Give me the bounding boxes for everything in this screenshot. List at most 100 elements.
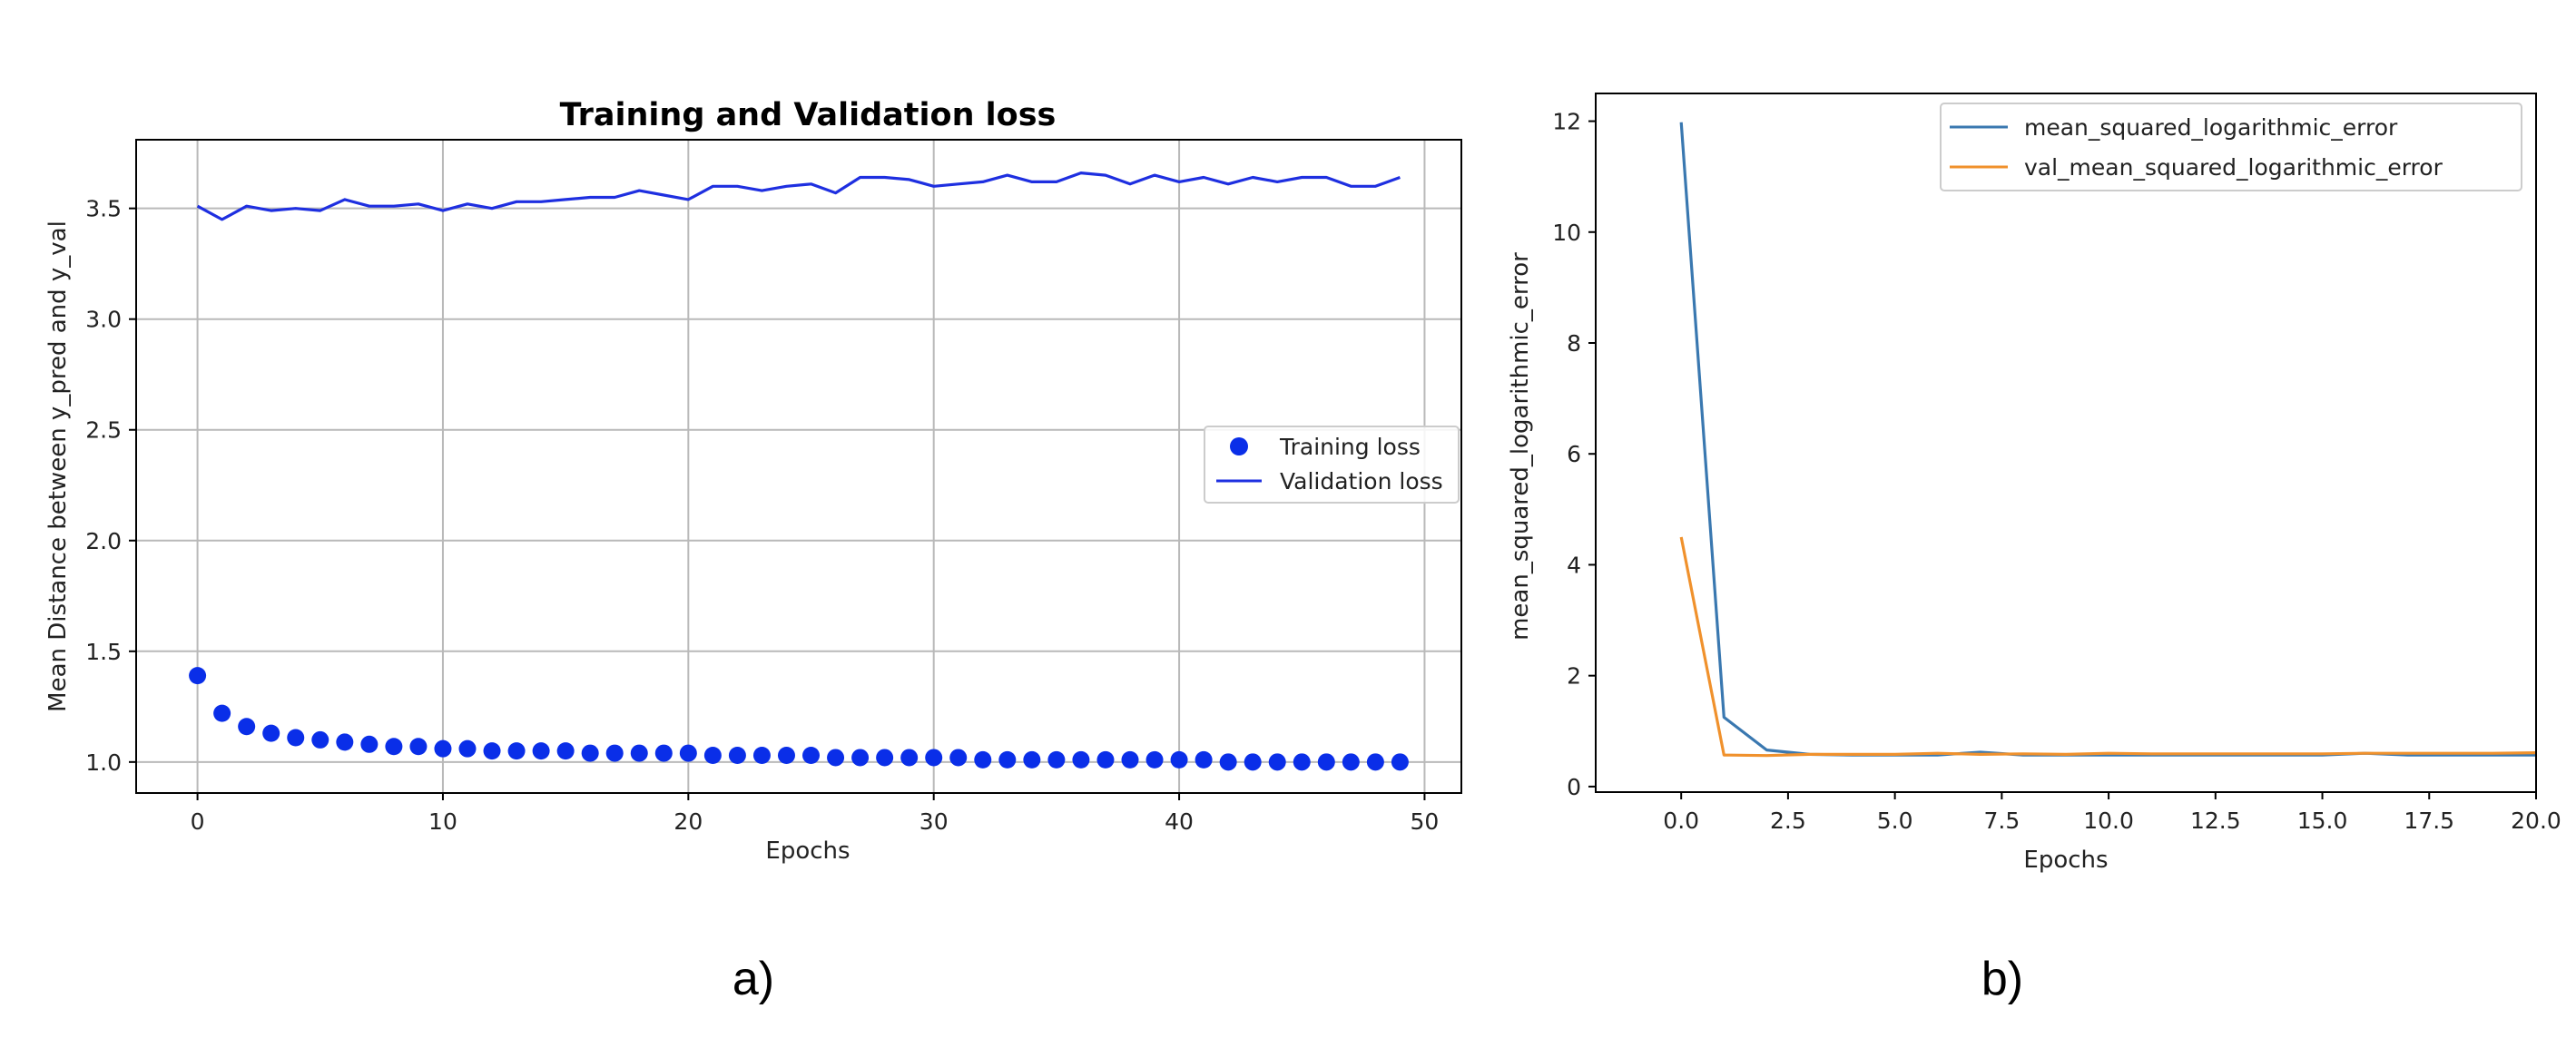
legend-label-validation-loss: Validation loss <box>1280 468 1443 495</box>
y-tick-label: 10 <box>1552 220 1581 246</box>
point-training-loss <box>703 747 722 765</box>
caption-a: a) <box>732 953 774 1005</box>
x-tick-label: 20 <box>673 808 703 835</box>
x-tick-label: 20.0 <box>2511 808 2561 834</box>
point-training-loss <box>1096 750 1115 769</box>
x-tick-label: 12.5 <box>2190 808 2241 834</box>
point-training-loss <box>802 747 821 765</box>
x-tick-label: 0.0 <box>1663 808 1699 834</box>
point-training-loss <box>876 749 894 767</box>
y-tick-label: 8 <box>1567 330 1581 357</box>
x-tick-label: 30 <box>919 808 949 835</box>
point-training-loss <box>1293 753 1311 771</box>
y-tick-label: 6 <box>1567 441 1581 467</box>
x-tick-label: 0 <box>191 808 205 835</box>
y-tick-label: 3.5 <box>85 196 122 222</box>
point-training-loss <box>1023 750 1041 769</box>
x-tick-label: 7.5 <box>1983 808 2020 834</box>
point-training-loss <box>458 739 477 758</box>
series-line-validation-loss <box>196 171 1401 221</box>
x-tick-label: 15.0 <box>2297 808 2348 834</box>
legend-label-val-msle: val_mean_squared_logarithmic_error <box>2024 154 2443 181</box>
y-tick-label: 2.0 <box>85 528 122 554</box>
point-training-loss <box>1366 753 1384 771</box>
x-tick-label: 40 <box>1165 808 1194 835</box>
point-training-loss <box>1195 750 1213 769</box>
y-tick-label: 0 <box>1567 774 1581 800</box>
point-training-loss <box>974 750 992 769</box>
y-tick-label: 3.0 <box>85 307 122 333</box>
series-line-val-mean-squared-logarithmic-error <box>1679 536 2537 758</box>
chart-a-legend: Training loss Validation loss <box>1204 426 1460 504</box>
point-training-loss <box>1268 753 1286 771</box>
point-training-loss <box>949 749 968 767</box>
y-tick-label: 4 <box>1567 552 1581 578</box>
point-training-loss <box>654 744 673 762</box>
point-training-loss <box>1219 753 1237 771</box>
x-tick-label: 2.5 <box>1770 808 1806 834</box>
chart-a-series <box>189 171 1409 771</box>
point-training-loss <box>728 747 746 765</box>
point-training-loss <box>1145 750 1164 769</box>
point-training-loss <box>752 747 771 765</box>
chart-a-ticks: 0 10 20 30 40 50 1.0 1.5 2.0 2.5 3.0 3.5 <box>85 196 1439 835</box>
x-tick-label: 10.0 <box>2083 808 2134 834</box>
point-training-loss <box>336 733 354 751</box>
point-training-loss <box>605 744 624 762</box>
chart-a-title: Training and Validation loss <box>560 97 1057 133</box>
point-training-loss <box>630 744 648 762</box>
chart-b-legend: mean_squared_logarithmic_error val_mean_… <box>1940 103 2522 191</box>
point-training-loss <box>532 742 550 760</box>
point-training-loss <box>581 744 599 762</box>
point-training-loss <box>925 749 943 767</box>
chart-b-xlabel: Epochs <box>2023 847 2108 874</box>
x-tick-label: 10 <box>428 808 457 835</box>
point-training-loss <box>1072 750 1090 769</box>
legend-label-training-loss: Training loss <box>1279 434 1421 460</box>
point-training-loss <box>189 667 207 685</box>
y-tick-label: 12 <box>1552 109 1581 135</box>
point-training-loss <box>679 744 697 762</box>
point-training-loss <box>262 724 280 742</box>
chart-b-series <box>1679 122 2537 758</box>
x-tick-label: 50 <box>1411 808 1440 835</box>
chart-a-ylabel: Mean Distance between y_pred and y_val <box>44 220 72 712</box>
point-training-loss <box>827 749 845 767</box>
point-training-loss <box>777 747 795 765</box>
point-training-loss <box>287 729 305 747</box>
y-tick-label: 2 <box>1567 663 1581 690</box>
point-training-loss <box>556 742 575 760</box>
point-training-loss <box>998 750 1017 769</box>
chart-b-ticks: 0.0 2.5 5.0 7.5 10.0 12.5 15.0 17.5 20.0 0 2 4 6 8 10 1… <box>1552 109 2561 834</box>
legend-label-msle: mean_squared_logarithmic_error <box>2024 114 2398 141</box>
point-training-loss <box>360 735 379 753</box>
y-tick-label: 1.5 <box>85 639 122 665</box>
point-training-loss <box>1317 753 1335 771</box>
x-tick-label: 17.5 <box>2404 808 2454 834</box>
chart-b-ylabel: mean_squared_logarithmic_error <box>1507 252 1534 641</box>
series-line-mean-squared-logarithmic-error <box>1679 122 2536 757</box>
caption-b: b) <box>1981 953 2023 1005</box>
point-training-loss <box>900 749 919 767</box>
x-tick-label: 5.0 <box>1877 808 1913 834</box>
point-training-loss <box>1342 753 1360 771</box>
chart-a: 0 10 20 30 40 50 1.0 1.5 2.0 2.5 3.0 3.5 Training a… <box>44 97 1462 865</box>
point-training-loss <box>507 742 526 760</box>
point-training-loss <box>311 730 329 749</box>
point-training-loss <box>1391 753 1409 771</box>
point-training-loss <box>1244 753 1262 771</box>
chart-a-xlabel: Epochs <box>765 837 850 865</box>
point-training-loss <box>434 739 452 758</box>
point-training-loss <box>1047 750 1066 769</box>
point-training-loss <box>385 738 403 756</box>
chart-a-frame <box>135 139 1462 794</box>
y-tick-label: 2.5 <box>85 417 122 444</box>
chart-b-legend-box <box>1940 103 2522 191</box>
point-training-loss <box>1121 750 1139 769</box>
chart-b: 0.0 2.5 5.0 7.5 10.0 12.5 15.0 17.5 20.0 0 2 4 6 8 10 1… <box>1507 93 2561 874</box>
y-tick-label: 1.0 <box>85 749 122 776</box>
point-training-loss <box>238 718 256 736</box>
chart-a-legend-box <box>1204 426 1460 504</box>
point-training-loss <box>409 738 428 756</box>
